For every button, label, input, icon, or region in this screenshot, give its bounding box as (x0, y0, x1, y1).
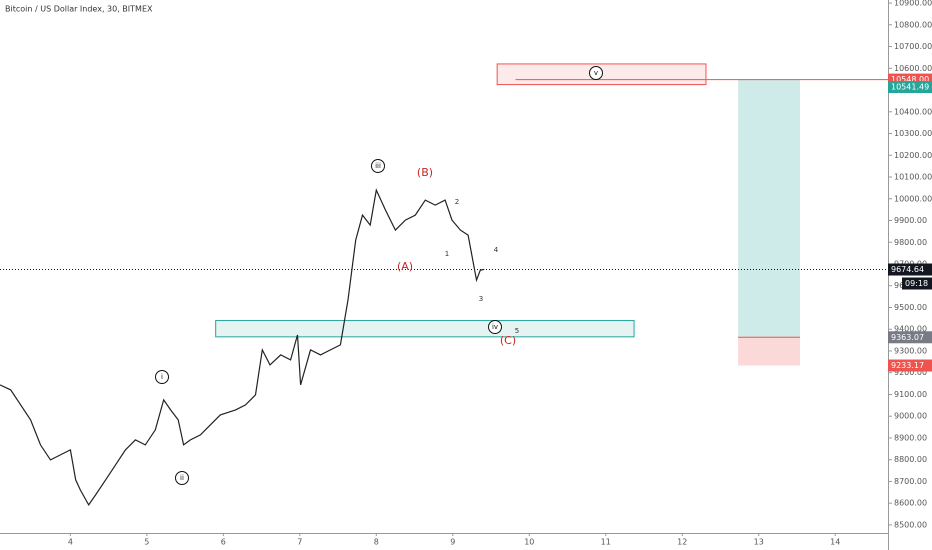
wave-label: v (594, 69, 598, 77)
price-label-bg (888, 81, 932, 94)
price-label-bg (888, 331, 932, 344)
wave-circle (488, 320, 502, 334)
x-tick-label: 10 (524, 538, 534, 547)
y-tick-label: 8600.00 (894, 499, 927, 508)
x-tick-label: 6 (221, 538, 226, 547)
y-tick-label: 9400.00 (894, 325, 927, 334)
wave-label: iii (375, 162, 381, 170)
y-tick-label: 9000.00 (894, 412, 927, 421)
x-tick-label: 7 (297, 538, 302, 547)
y-tick-label: 10000.00 (894, 194, 932, 203)
wave-label: 3 (479, 295, 483, 303)
y-tick-label: 10400.00 (894, 107, 932, 116)
x-tick-label: 11 (601, 538, 611, 547)
wave-circle (155, 370, 169, 384)
price-line (0, 188, 485, 507)
y-tick-label: 10300.00 (894, 129, 932, 138)
wave-label: 1 (445, 250, 449, 258)
y-tick-label: 8500.00 (894, 520, 927, 529)
x-tick-label: 12 (677, 538, 687, 547)
countdown: 09:18 (905, 279, 928, 288)
countdown-bg (902, 277, 932, 290)
wave-label: 2 (455, 198, 459, 206)
wave-label: (A) (397, 260, 413, 273)
chart-title: Bitcoin / US Dollar Index, 30, BITMEX (5, 5, 153, 14)
y-tick-label: 8700.00 (894, 477, 927, 486)
x-tick-label: 4 (68, 538, 73, 547)
price-label: 9363.07 (891, 333, 924, 342)
y-tick-label: 9500.00 (894, 303, 927, 312)
price-label: 9674.64 (891, 265, 924, 274)
price-label-bg (888, 359, 932, 372)
y-tick-label: 9200.00 (894, 368, 927, 377)
price-label: 10548.00 (891, 75, 929, 84)
y-tick-label: 10100.00 (894, 173, 932, 182)
x-tick-label: 14 (830, 538, 840, 547)
wave-circle (589, 66, 603, 80)
wave-circle (371, 159, 385, 173)
y-tick-label: 10600.00 (894, 64, 932, 73)
y-tick-label: 10900.00 (894, 0, 932, 8)
profit-zone (738, 79, 801, 338)
loss-zone (738, 337, 801, 366)
wave-circle (175, 471, 189, 485)
price-label: 10541.49 (891, 83, 929, 92)
y-tick-label: 10200.00 (894, 151, 932, 160)
wave-label: i (161, 373, 163, 381)
wave-label: iv (492, 323, 498, 331)
zone (215, 320, 635, 338)
price-label: 9233.17 (891, 361, 924, 370)
wave-label: 4 (494, 246, 499, 254)
wave-label: (C) (500, 334, 516, 347)
y-tick-label: 9300.00 (894, 346, 927, 355)
x-tick-label: 5 (144, 538, 149, 547)
y-tick-label: 8800.00 (894, 455, 927, 464)
y-tick-label: 9900.00 (894, 216, 927, 225)
x-tick-label: 9 (450, 538, 455, 547)
x-tick-label: 8 (374, 538, 379, 547)
y-tick-label: 10700.00 (894, 42, 932, 51)
x-tick-label: 13 (754, 538, 764, 547)
y-tick-label: 9100.00 (894, 390, 927, 399)
y-tick-label: 8900.00 (894, 433, 927, 442)
wave-label: 5 (515, 327, 519, 335)
y-tick-label: 9800.00 (894, 238, 927, 247)
price-label-bg (888, 263, 932, 276)
wave-label: ii (180, 474, 184, 482)
wave-label: (B) (417, 166, 433, 179)
y-tick-label: 10800.00 (894, 20, 932, 29)
